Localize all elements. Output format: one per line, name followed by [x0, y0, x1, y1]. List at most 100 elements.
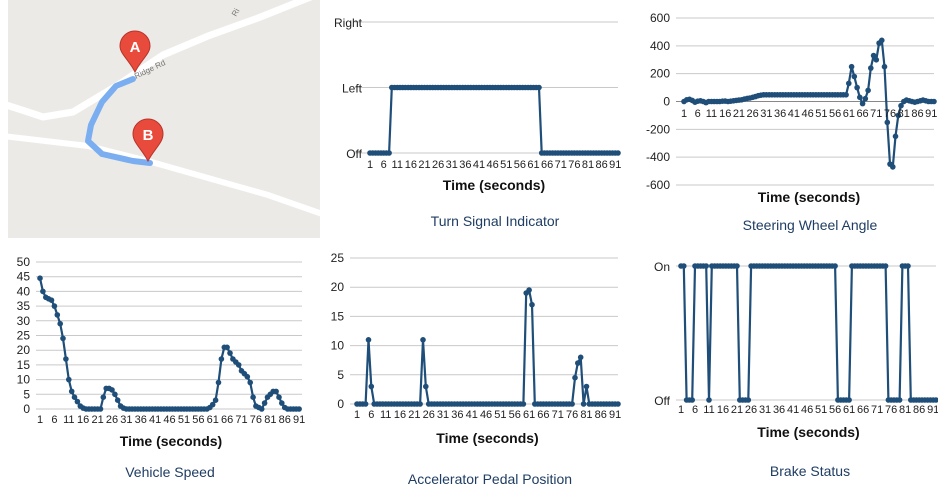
data-point: [235, 362, 242, 368]
y-tick-label: 400: [650, 39, 670, 53]
data-point: [902, 263, 908, 269]
data-point: [451, 401, 458, 407]
data-point: [492, 84, 499, 91]
y-category-label: Left: [342, 82, 363, 96]
data-point: [615, 150, 621, 156]
x-tick-label: 26: [747, 108, 759, 120]
x-tick-label: 76: [566, 409, 578, 421]
data-point: [566, 150, 572, 156]
x-tick-label: 46: [480, 409, 492, 421]
x-tick-label: 91: [927, 404, 938, 416]
data-point: [919, 397, 925, 403]
data-point: [607, 150, 613, 156]
data-point: [832, 263, 838, 269]
data-point: [574, 150, 580, 156]
data-point: [207, 404, 213, 411]
data-point: [829, 92, 836, 98]
data-point: [537, 401, 544, 407]
data-point: [555, 150, 561, 156]
x-tick-label: 31: [120, 414, 132, 426]
data-point: [54, 312, 61, 318]
data-point: [129, 406, 135, 412]
x-tick-label: 71: [871, 404, 883, 416]
data-point: [799, 92, 805, 98]
x-tick-label: 81: [582, 159, 594, 171]
data-point: [871, 263, 878, 269]
data-point: [400, 401, 406, 407]
data-point: [386, 150, 392, 156]
y-tick-label: 50: [17, 255, 31, 269]
data-point: [443, 84, 450, 91]
x-tick-label: 51: [494, 409, 506, 421]
data-point: [818, 263, 824, 269]
data-point: [848, 63, 855, 70]
data-point: [443, 401, 449, 407]
data-point: [253, 403, 259, 409]
data-point: [424, 84, 431, 91]
data-point: [714, 263, 721, 269]
y-tick-label: 35: [17, 299, 31, 313]
marker-a[interactable]: A: [119, 30, 151, 74]
data-point: [402, 84, 409, 91]
data-point: [910, 397, 917, 403]
x-tick-label: 16: [405, 159, 417, 171]
data-point: [204, 406, 210, 412]
x-tick-label: 56: [192, 414, 204, 426]
x-tick-label: 26: [745, 404, 757, 416]
x-axis-title: Time (seconds): [758, 189, 860, 205]
data-point: [823, 263, 830, 269]
data-point: [71, 394, 78, 401]
data-point: [529, 301, 535, 308]
marker-b[interactable]: B: [132, 118, 164, 163]
data-point: [112, 391, 118, 398]
data-point: [762, 263, 768, 269]
data-point: [927, 397, 934, 403]
data-point: [552, 401, 558, 407]
data-point: [267, 391, 274, 398]
data-point: [880, 263, 886, 269]
data-point: [40, 288, 46, 295]
x-tick-label: 11: [63, 414, 74, 426]
x-tick-label: 51: [815, 404, 827, 416]
data-point: [890, 164, 896, 170]
data-point: [920, 97, 926, 103]
data-point: [725, 98, 731, 105]
data-point: [440, 401, 446, 407]
y-tick-label: 25: [331, 251, 345, 265]
data-point: [86, 406, 92, 412]
data-point: [865, 87, 871, 94]
route-map[interactable]: Ridge Rd Ri A B: [8, 0, 320, 238]
data-point: [577, 354, 584, 361]
data-point: [785, 92, 792, 98]
data-point: [97, 406, 104, 412]
data-point: [829, 263, 836, 269]
x-tick-label: 26: [423, 409, 435, 421]
x-tick-label: 31: [759, 404, 771, 416]
data-point: [247, 379, 253, 386]
x-tick-label: 86: [279, 414, 291, 426]
data-point: [703, 99, 709, 106]
data-point: [435, 84, 441, 91]
data-point: [930, 397, 936, 403]
data-point: [212, 397, 219, 404]
x-tick-label: 41: [473, 159, 485, 171]
x-tick-label: 71: [555, 159, 567, 171]
data-point: [417, 401, 423, 407]
data-point: [765, 263, 771, 269]
data-point: [230, 356, 236, 362]
route-line: [85, 76, 153, 166]
data-point: [694, 98, 701, 104]
data-point: [780, 92, 786, 98]
x-tick-label: 11: [706, 108, 717, 120]
data-point: [421, 84, 428, 91]
y-tick-label: 10: [17, 373, 31, 387]
data-point: [258, 406, 265, 412]
data-point: [146, 406, 153, 412]
data-point: [511, 84, 518, 91]
x-tick-label: 76: [250, 414, 262, 426]
data-point: [506, 401, 512, 407]
data-point: [868, 65, 874, 71]
x-tick-label: 51: [815, 108, 827, 120]
data-point: [362, 401, 369, 407]
data-point: [380, 401, 386, 407]
